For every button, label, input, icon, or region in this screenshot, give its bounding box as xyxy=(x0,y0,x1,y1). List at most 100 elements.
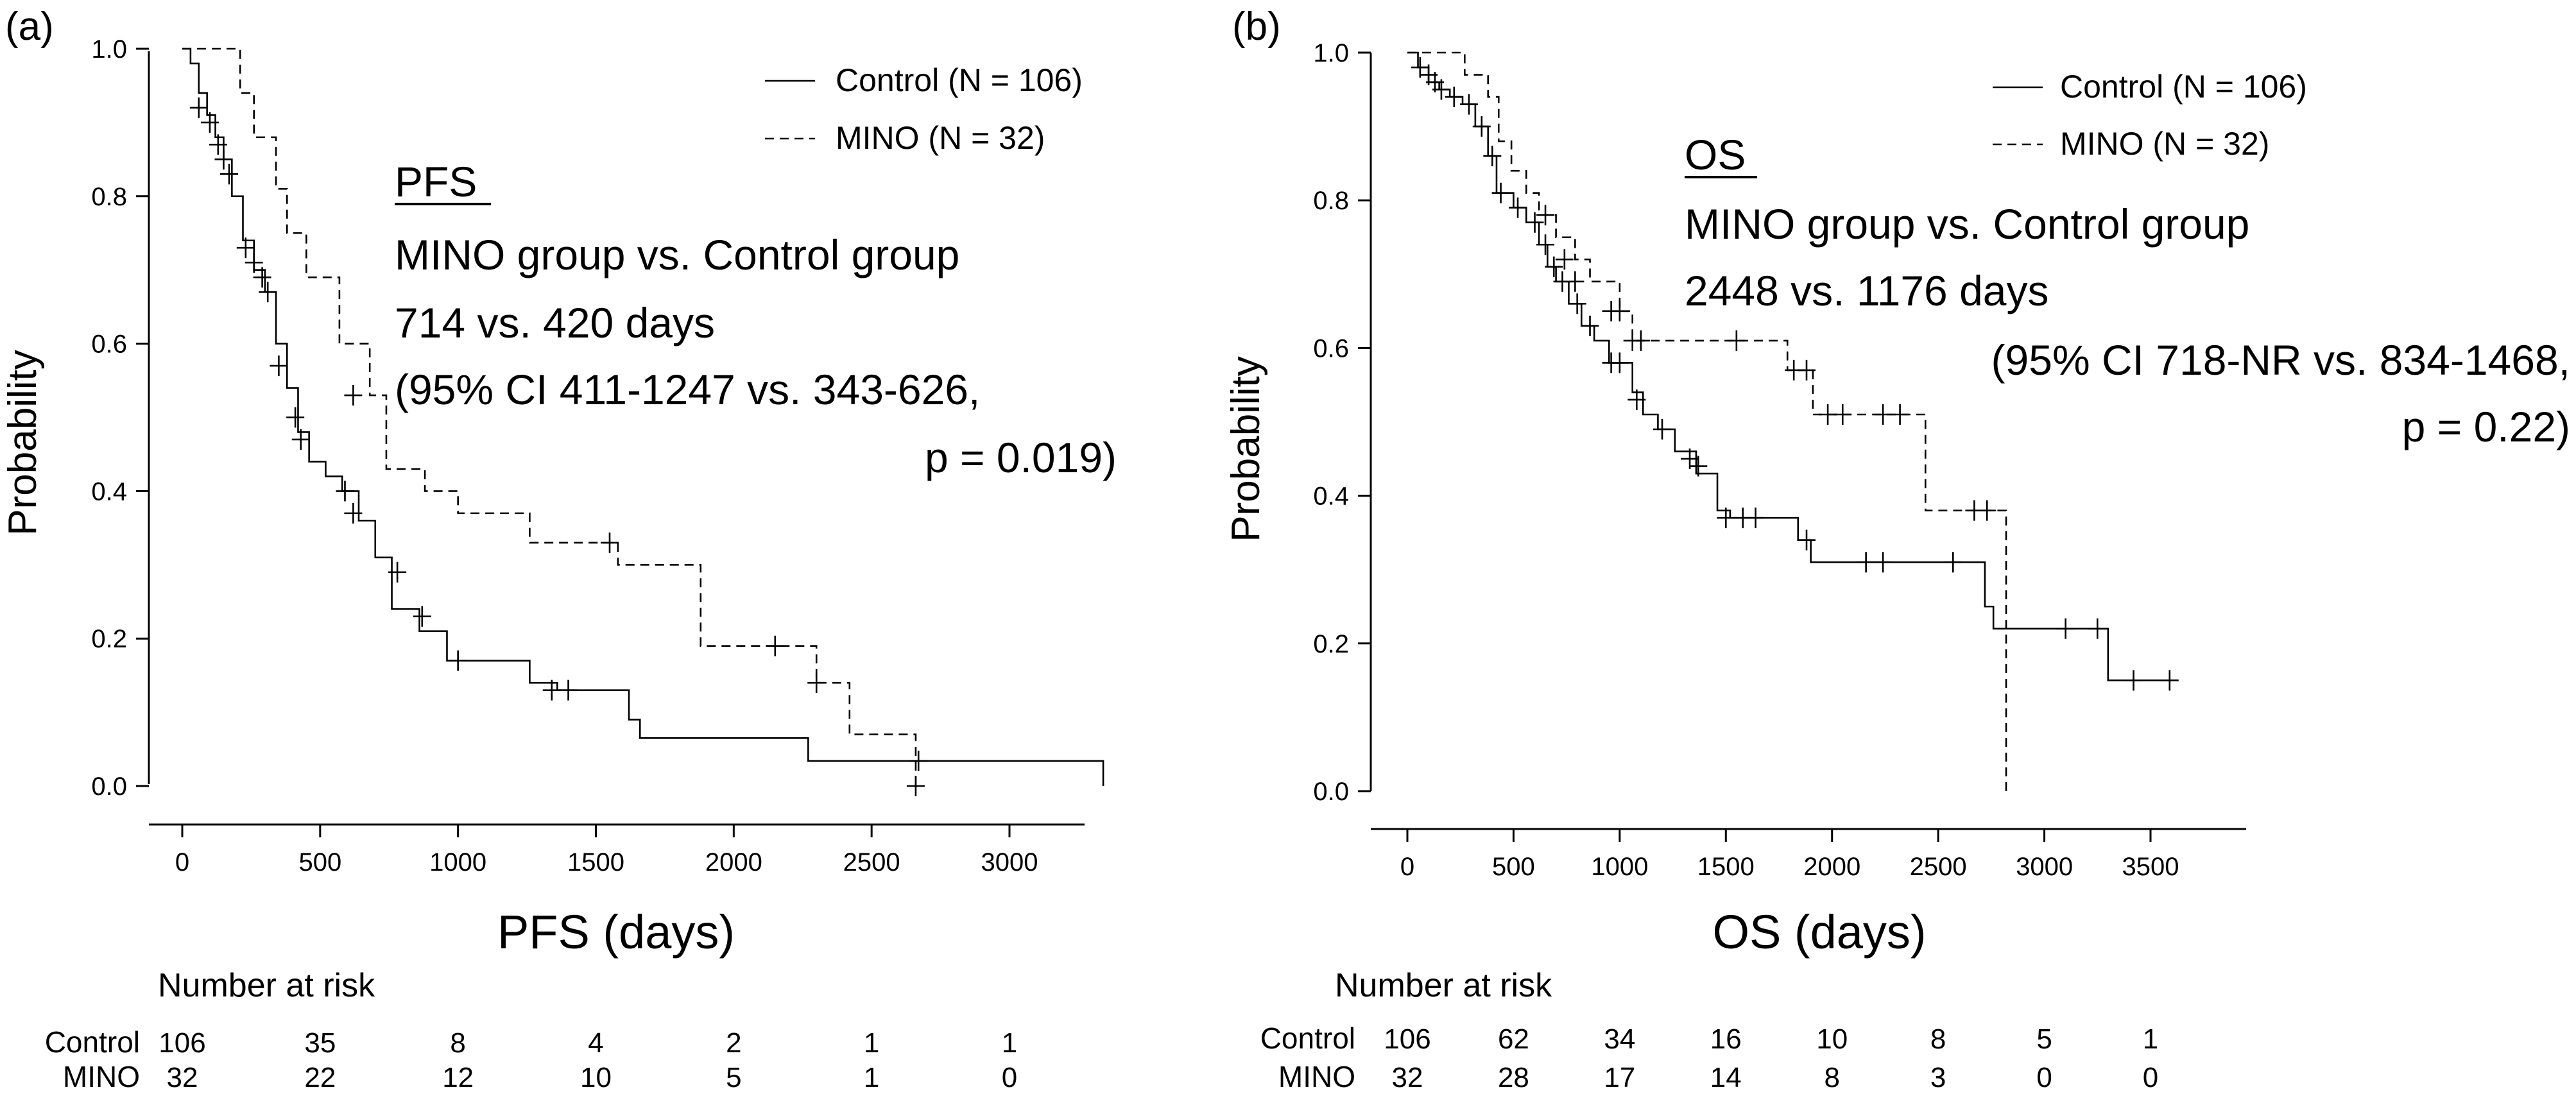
panel-b-risk-row-label-mino: MINO xyxy=(1278,1060,1355,1093)
panel-b-control-censor-mark xyxy=(1717,508,1735,529)
panel-b-control-censor-mark xyxy=(1857,552,1875,573)
panel-a-control-censor-mark xyxy=(220,164,239,185)
panel-b-y-axis: 0.0 0.2 0.4 0.6 0.8 1.0 xyxy=(1313,39,1372,806)
panel-b-mino-censor-mark xyxy=(1727,330,1746,351)
panel-b-control-censor-mark xyxy=(1509,197,1527,218)
panel-a-mino-censor-mark xyxy=(344,385,363,406)
panel-b-x-tick-label: 500 xyxy=(1492,853,1535,881)
panel-a-risk-row-label-mino: MINO xyxy=(63,1060,140,1093)
panel-b-x-axis-title: OS (days) xyxy=(1712,905,1926,959)
panel-a-annotation-line-2: 714 vs. 420 days xyxy=(395,299,715,346)
panel-b-mino-censor-mark xyxy=(1536,205,1555,226)
panel-b-control-censor-mark xyxy=(1798,529,1816,551)
panel-a-legend: Control (N = 106) MINO (N = 32) xyxy=(765,62,1083,156)
panel-b-control-censor-mark xyxy=(1581,315,1599,336)
panel-b-y-axis-title: Probability xyxy=(1224,356,1268,542)
panel-b-x-tick-label: 3500 xyxy=(2122,853,2179,881)
panel-a-x-tick-label: 2000 xyxy=(705,848,762,876)
panel-b-control-censor-mark xyxy=(1472,116,1491,137)
panel-a-control-censor-mark xyxy=(200,112,219,133)
panel-b-mino-censor-mark xyxy=(1555,249,1574,270)
panel-b-risk-control-value: 62 xyxy=(1498,1023,1529,1055)
panel-b-risk-mino-value: 8 xyxy=(1824,1062,1839,1093)
panel-a-x-tick-label: 2500 xyxy=(843,848,900,876)
panel-a-x-axis: 0 500 1000 1500 2000 2500 3000 xyxy=(149,823,1085,876)
panel-a-annotation-line-1: MINO group vs. Control group xyxy=(395,231,959,278)
panel-b-risk-table-title: Number at risk xyxy=(1335,967,1552,1004)
panel-b-control-censor-mark xyxy=(1459,94,1478,115)
panel-a-y-tick-label: 0.2 xyxy=(91,625,127,653)
panel-a-mino-censor-mark xyxy=(906,776,925,796)
panel-a-y-tick-label: 0.4 xyxy=(91,477,127,506)
panel-b-legend: Control (N = 106) MINO (N = 32) xyxy=(1993,69,2307,162)
panel-a-risk-row-label-control: Control xyxy=(45,1025,140,1059)
panel-b-mino-censor-mark xyxy=(1833,404,1852,425)
panel-b-control-censor-mark xyxy=(1483,146,1502,167)
panel-a-risk-mino-value: 10 xyxy=(580,1062,612,1093)
panel-b-mino-censor-mark xyxy=(1631,330,1650,351)
panel-a-risk-mino-value: 0 xyxy=(1002,1062,1017,1093)
panel-a-annotation-line-4: p = 0.019) xyxy=(925,434,1117,481)
panel-a-control-censor-mark xyxy=(388,561,407,583)
panel-b-annotation-line-2: 2448 vs. 1176 days xyxy=(1685,267,2049,314)
panel-b-risk-control-value: 8 xyxy=(1930,1023,1946,1055)
panel-a-y-tick-label: 0.0 xyxy=(91,773,127,801)
panel-a-risk-control-value: 1 xyxy=(1002,1027,1017,1059)
panel-b-mino-curve xyxy=(1407,51,2007,791)
panel-b-annotation-line-1: MINO group vs. Control group xyxy=(1685,200,2249,248)
panel-a-control-censor-mark xyxy=(909,750,928,771)
panel-b-mino-censor-mark xyxy=(1566,271,1584,292)
panel-b-control-curve xyxy=(1407,51,2172,681)
panel-a-control-censor-mark xyxy=(236,237,255,259)
panel-b-risk-control-value: 16 xyxy=(1710,1023,1742,1055)
panel-a-pfs: (a) 0.0 0.2 0.4 0.6 0.8 1.0 0 500 1000 1500 2000 2… xyxy=(1,4,1117,1093)
panel-a-control-censor-mark xyxy=(253,267,271,288)
panel-b-risk-table: Number at risk Control MINO 106 62 34 16 10 8… xyxy=(1260,967,2159,1093)
panel-b-control-censor-mark xyxy=(1627,389,1646,410)
panel-b-control-censor-mark xyxy=(2160,670,2179,691)
panel-b-y-tick-label: 1.0 xyxy=(1313,39,1349,67)
panel-a-risk-control-value: 106 xyxy=(159,1027,205,1059)
panel-a-control-censor-mark xyxy=(449,650,467,671)
panel-b-risk-mino-value: 28 xyxy=(1498,1062,1529,1093)
panel-a-control-censor-mark xyxy=(291,429,310,450)
panel-b-risk-row-label-control: Control xyxy=(1260,1021,1355,1055)
panel-b-os: (b) 0.00.20.40.60.81.0 0 500 1000 1500 2000 2… xyxy=(1224,4,2570,1093)
panel-a-legend-control-label: Control (N = 106) xyxy=(836,62,1083,98)
panel-a-x-tick-label: 1000 xyxy=(429,848,486,876)
panel-a-control-censor-mark xyxy=(559,679,578,701)
panel-a-mino-censor-mark xyxy=(807,672,826,694)
panel-a-x-tick-label: 0 xyxy=(175,848,189,876)
panel-a-y-tick-label: 0.8 xyxy=(91,183,127,211)
panel-b-mino-censor-mark xyxy=(1610,300,1629,321)
panel-a-risk-table-title: Number at risk xyxy=(158,967,375,1004)
panel-a-mino-censor-mark xyxy=(766,635,784,656)
panel-b-y-tick-label: 0.2 xyxy=(1313,630,1349,658)
panel-b-legend-control-label: Control (N = 106) xyxy=(2060,69,2307,105)
panel-a-control-censor-mark xyxy=(542,679,561,701)
panel-b-control-censor-mark xyxy=(1746,508,1765,529)
panel-a-control-censor-mark xyxy=(214,149,233,170)
panel-b-control-censor-mark xyxy=(2056,618,2075,639)
panel-b-control-censor-mark xyxy=(2088,618,2107,639)
panel-a-control-censor-mark xyxy=(209,134,227,155)
panel-b-x-tick-label: 2000 xyxy=(1803,853,1860,881)
panel-b-control-censor-mark xyxy=(1525,212,1544,233)
panel-a-x-axis-title: PFS (days) xyxy=(497,905,735,959)
panel-b-risk-mino-value: 0 xyxy=(2143,1062,2158,1093)
panel-a-y-axis: 0.0 0.2 0.4 0.6 0.8 1.0 xyxy=(91,35,150,801)
panel-b-control-censor-mark xyxy=(1536,234,1555,255)
panel-a-annotation: PFS MINO group vs. Control group 714 vs.… xyxy=(395,158,1117,481)
panel-a-risk-control-value: 1 xyxy=(864,1027,879,1059)
panel-a-label: (a) xyxy=(5,4,54,49)
panel-a-risk-mino-value: 5 xyxy=(726,1062,741,1093)
panel-a-legend-mino-label: MINO (N = 32) xyxy=(836,120,1045,156)
panel-b-control-censor-mark xyxy=(1432,79,1450,100)
panel-b-control-censor-mark xyxy=(1445,87,1463,108)
panel-b-y-tick-label: 0.0 xyxy=(1313,778,1349,806)
panel-b-mino-censor-mark xyxy=(1798,359,1816,380)
panel-a-risk-control-value: 35 xyxy=(304,1027,336,1059)
panel-b-risk-mino-value: 14 xyxy=(1710,1062,1742,1093)
panel-b-mino-censor-mark xyxy=(1874,404,1893,425)
